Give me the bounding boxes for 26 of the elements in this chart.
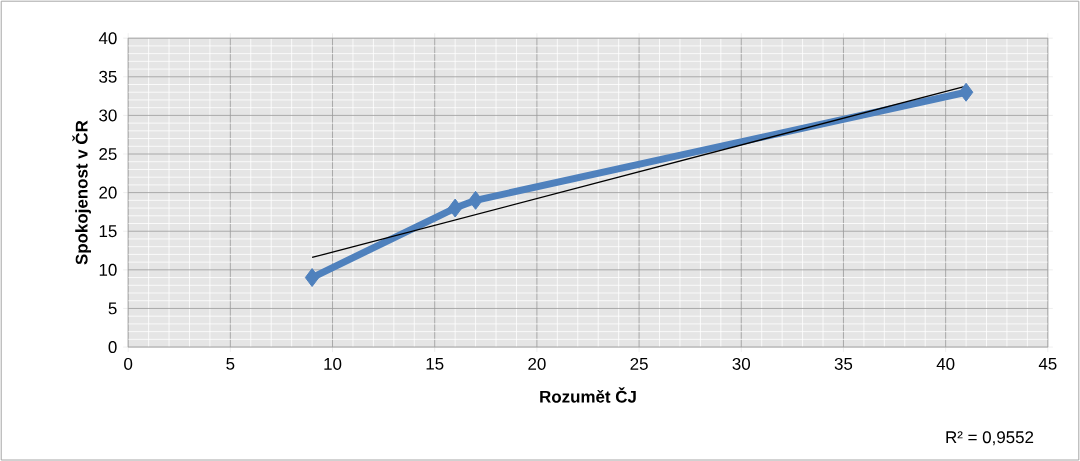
point (468, 190, 483, 210)
x-tick-label: 40 (936, 357, 955, 370)
y-tick-label: 30 (99, 109, 117, 122)
text: R² = 0,9552 (946, 431, 1034, 446)
x-tick-label: 5 (226, 357, 235, 370)
y-tick-label: 35 (99, 70, 117, 83)
y-tick-label: 40 (98, 32, 117, 45)
x-tick-label: 35 (834, 357, 853, 370)
y-tick-label: 5 (108, 302, 117, 315)
point (447, 198, 463, 218)
point (304, 267, 320, 287)
x-tick-label: 30 (732, 357, 751, 370)
y-tick-label: 0 (108, 340, 117, 353)
x-axis-title: Rozumět ČJ (540, 387, 636, 403)
y-tick-label: 20 (99, 186, 117, 199)
x-tick-label: 15 (426, 357, 444, 370)
y-tick-label: 15 (99, 225, 117, 238)
x-tick-label: 45 (1038, 357, 1057, 370)
x-tick-label: 25 (630, 357, 648, 370)
y-tick-label: 25 (99, 147, 117, 160)
x-tick-label: 0 (124, 357, 133, 370)
x-tick-label: 10 (324, 357, 342, 370)
x-tick-label: 20 (528, 357, 546, 370)
y-axis-title: Spokojenost v ČR (72, 120, 91, 265)
y-tick-label: 10 (99, 263, 117, 276)
point (958, 82, 974, 102)
